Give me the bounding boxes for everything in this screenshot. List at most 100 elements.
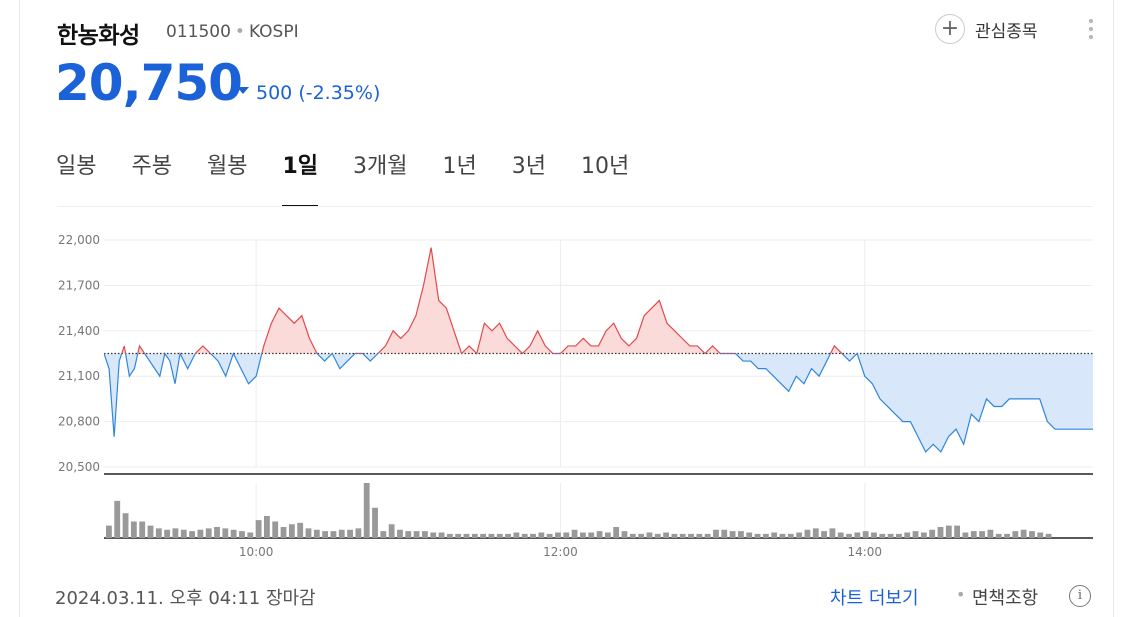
stock-name[interactable]: 한농화성 — [57, 23, 140, 49]
volume-bar — [721, 529, 728, 538]
volume-bar — [122, 513, 129, 538]
tab-3-years[interactable]: 3년 — [511, 154, 546, 179]
volume-bar — [746, 532, 753, 538]
volume-bar — [505, 533, 511, 538]
volume-bar — [937, 527, 944, 538]
volume-bar — [821, 531, 827, 538]
volume-bar — [995, 533, 1002, 538]
volume-bar — [929, 529, 936, 538]
tab-3-months[interactable]: 3개월 — [353, 154, 408, 179]
volume-bar — [704, 533, 711, 538]
volume-bar — [530, 533, 536, 538]
volume-bar — [463, 533, 470, 538]
volume-bar — [779, 533, 786, 538]
volume-bar — [846, 533, 852, 538]
volume-bar — [854, 532, 861, 538]
watchlist-label: 관심종목 — [975, 21, 1038, 42]
volume-bar — [413, 531, 420, 538]
change-percent: (-2.35%) — [298, 82, 381, 104]
volume-bar — [621, 531, 628, 538]
x-tick-label: 14:00 — [847, 545, 882, 559]
volume-bar — [962, 532, 969, 538]
volume-bar — [280, 527, 287, 538]
volume-bar — [380, 531, 387, 538]
volume-bar — [663, 532, 669, 538]
volume-bar — [372, 507, 378, 538]
tab-daily[interactable]: 일봉 — [56, 154, 97, 179]
volume-bar — [613, 527, 620, 538]
tab-10-years[interactable]: 10년 — [581, 154, 630, 179]
volume-bar — [197, 529, 204, 538]
volume-bar — [904, 532, 911, 538]
volume-bar — [688, 533, 694, 538]
volume-bar — [455, 533, 462, 538]
volume-bar — [288, 524, 295, 538]
current-price: 20,750 — [55, 54, 243, 112]
volume-bar — [787, 533, 794, 538]
tab-monthly[interactable]: 월봉 — [206, 154, 248, 179]
tabs-divider — [57, 206, 1093, 207]
volume-bar — [563, 532, 570, 538]
down-arrow-icon — [237, 87, 249, 94]
y-tick-label: 21,100 — [58, 369, 100, 383]
x-tick-label: 10:00 — [239, 545, 274, 559]
kebab-icon[interactable] — [1086, 19, 1096, 43]
volume-bar — [205, 528, 212, 538]
volume-bar — [239, 531, 245, 538]
volume-bar — [970, 531, 977, 538]
volume-bar — [446, 533, 453, 538]
stock-code: 011500 — [166, 22, 231, 42]
volume-bar — [363, 483, 370, 538]
info-icon[interactable]: i — [1069, 585, 1091, 607]
volume-bar — [222, 528, 229, 538]
volume-bar — [604, 532, 611, 538]
volume-bar — [588, 532, 595, 538]
watchlist-button[interactable]: + 관심종목 — [935, 14, 1038, 44]
y-tick-label: 21,700 — [58, 278, 100, 292]
volume-bar — [313, 529, 320, 538]
x-tick-label: 12:00 — [543, 545, 578, 559]
more-chart-link[interactable]: 차트 더보기 — [830, 588, 919, 609]
tab-weekly[interactable]: 주봉 — [131, 154, 172, 179]
volume-bar — [405, 531, 412, 538]
volume-bar — [1020, 529, 1027, 538]
volume-bar — [896, 533, 902, 538]
volume-bar — [330, 531, 337, 538]
volume-bar — [422, 531, 428, 538]
separator-dot: • — [234, 22, 245, 42]
volume-bar — [629, 533, 636, 538]
volume-bar — [189, 531, 195, 538]
tab-1-year[interactable]: 1년 — [442, 154, 477, 179]
volume-bar — [347, 529, 353, 538]
volume-bar — [738, 531, 744, 538]
volume-bar — [155, 528, 162, 538]
volume-bar — [1045, 533, 1052, 538]
volume-bar — [555, 532, 561, 538]
price-line-down — [104, 353, 1093, 453]
volume-bar — [488, 533, 495, 538]
volume-bar — [480, 533, 487, 538]
market-name: KOSPI — [248, 22, 299, 42]
volume-bar — [438, 532, 445, 538]
volume-bar — [638, 533, 645, 538]
volume-bar — [322, 531, 329, 538]
volume-bar — [713, 529, 719, 538]
y-tick-label: 20,500 — [58, 460, 100, 474]
disclaimer-link[interactable]: 면책조항 — [972, 588, 1039, 609]
volume-bar — [255, 520, 262, 538]
volume-bar — [812, 528, 819, 538]
y-tick-label: 22,000 — [58, 233, 100, 247]
volume-bar — [837, 532, 844, 538]
volume-bar — [106, 525, 112, 538]
volume-bar — [297, 522, 304, 538]
y-tick-label: 20,800 — [58, 415, 100, 429]
volume-bar — [272, 521, 279, 538]
volume-bar — [829, 528, 836, 538]
volume-bar — [180, 529, 187, 538]
volume-bar — [513, 532, 520, 538]
volume-bar — [496, 533, 503, 538]
volume-bar — [114, 500, 121, 538]
volume-bar — [471, 533, 478, 538]
y-tick-label: 21,400 — [58, 324, 100, 338]
